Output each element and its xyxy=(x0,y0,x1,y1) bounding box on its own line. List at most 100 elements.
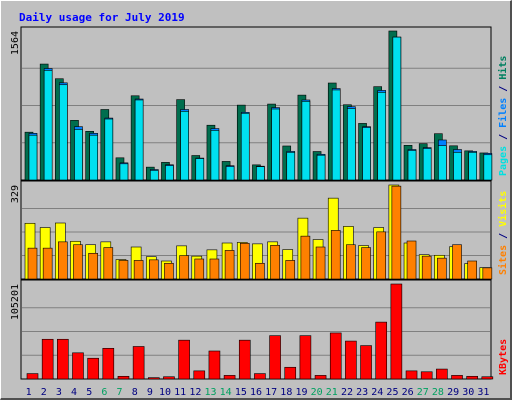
bar-kbytes-day-29 xyxy=(451,375,463,380)
panel-1-legend: Pages / Files / Hits xyxy=(497,56,509,176)
day-label-11: 11 xyxy=(174,387,186,398)
bar-sites-day-17 xyxy=(270,244,280,280)
bar-sites-day-10 xyxy=(164,262,174,280)
day-label-16: 16 xyxy=(250,387,262,398)
bar-sites-day-25 xyxy=(391,185,402,280)
panel-3-legend: KBytes xyxy=(498,339,509,375)
bar-sites-day-31 xyxy=(482,267,493,280)
panel-3-ymax: 105201 xyxy=(10,284,21,320)
bar-pages-day-25 xyxy=(392,36,402,181)
day-label-1: 1 xyxy=(26,387,32,398)
bar-pages-day-13 xyxy=(210,130,220,181)
bar-kbytes-day-26 xyxy=(405,370,418,380)
panel-1-ymax: 1564 xyxy=(10,31,21,55)
bar-pages-day-16 xyxy=(256,166,265,181)
bar-sites-day-19 xyxy=(300,235,311,280)
day-label-12: 12 xyxy=(189,387,201,398)
panel-2-ymax: 329 xyxy=(10,185,21,203)
bar-sites-day-20 xyxy=(315,246,326,280)
bar-pages-day-31 xyxy=(483,154,493,181)
bar-pages-day-2 xyxy=(43,70,53,181)
day-label-30: 30 xyxy=(462,387,474,398)
bar-kbytes-day-16 xyxy=(254,373,266,380)
bar-sites-day-14 xyxy=(224,250,235,280)
day-label-31: 31 xyxy=(477,387,489,398)
day-label-20: 20 xyxy=(311,387,323,398)
day-label-29: 29 xyxy=(447,387,459,398)
bar-kbytes-day-23 xyxy=(360,345,372,380)
bar-pages-day-11 xyxy=(180,111,189,181)
day-label-5: 5 xyxy=(86,387,92,398)
legend--: / xyxy=(498,80,509,98)
bar-sites-day-12 xyxy=(194,258,205,280)
bar-sites-day-29 xyxy=(452,244,462,280)
bar-pages-day-8 xyxy=(134,99,144,181)
bar-sites-day-13 xyxy=(209,258,220,280)
legend-files: Files xyxy=(497,98,509,128)
bar-kbytes-day-22 xyxy=(345,340,357,380)
bar-sites-day-27 xyxy=(421,255,432,280)
day-label-9: 9 xyxy=(147,387,153,398)
bar-pages-day-26 xyxy=(407,150,417,181)
bar-kbytes-day-19 xyxy=(299,335,312,380)
bar-kbytes-day-24 xyxy=(375,321,388,380)
day-label-15: 15 xyxy=(235,387,247,398)
bar-sites-day-5 xyxy=(88,252,98,280)
bar-pages-day-19 xyxy=(301,101,311,181)
day-label-10: 10 xyxy=(159,387,171,398)
bar-pages-day-17 xyxy=(271,108,280,181)
bar-pages-day-21 xyxy=(331,89,341,181)
day-label-6: 6 xyxy=(101,387,107,398)
bar-kbytes-day-7 xyxy=(117,375,130,380)
bar-pages-day-1 xyxy=(28,134,38,181)
bar-kbytes-day-27 xyxy=(420,371,433,380)
day-label-3: 3 xyxy=(56,387,62,398)
panel-2-legend: Sites / Visits xyxy=(497,191,509,275)
legend--: / xyxy=(498,227,509,245)
bar-pages-day-3 xyxy=(59,84,68,181)
day-label-2: 2 xyxy=(41,387,47,398)
bar-pages-day-20 xyxy=(316,154,326,181)
bar-kbytes-day-3 xyxy=(57,338,69,380)
bar-kbytes-day-18 xyxy=(284,366,297,380)
day-label-22: 22 xyxy=(341,387,353,398)
bar-sites-day-21 xyxy=(330,230,341,280)
bar-kbytes-day-17 xyxy=(269,335,281,380)
bar-pages-day-28 xyxy=(438,145,447,181)
legend-visits: Visits xyxy=(497,191,509,227)
bar-kbytes-day-2 xyxy=(41,338,54,380)
bar-sites-day-22 xyxy=(346,244,356,280)
legend--: / xyxy=(498,128,509,146)
bar-sites-day-16 xyxy=(255,262,265,280)
day-label-18: 18 xyxy=(280,387,292,398)
bar-pages-day-24 xyxy=(377,92,387,181)
bar-sites-day-1 xyxy=(27,247,38,280)
bar-pages-day-22 xyxy=(347,108,356,181)
bar-kbytes-day-12 xyxy=(193,370,206,380)
bar-pages-day-30 xyxy=(468,152,477,181)
legend-hits: Hits xyxy=(497,56,509,80)
bar-kbytes-day-14 xyxy=(223,375,236,380)
bar-pages-day-18 xyxy=(286,152,296,181)
bar-kbytes-day-30 xyxy=(466,375,478,380)
bar-sites-day-3 xyxy=(58,241,68,280)
bar-sites-day-26 xyxy=(406,240,417,280)
day-label-28: 28 xyxy=(432,387,444,398)
bar-kbytes-day-5 xyxy=(87,357,99,380)
legend-pages: Pages xyxy=(498,146,509,176)
bar-kbytes-day-6 xyxy=(102,347,115,380)
bar-pages-day-15 xyxy=(240,113,250,181)
bar-kbytes-day-9 xyxy=(147,377,160,380)
bar-kbytes-day-28 xyxy=(436,368,448,380)
bar-pages-day-12 xyxy=(195,158,205,181)
bar-pages-day-7 xyxy=(119,163,129,181)
bar-pages-day-6 xyxy=(104,118,114,181)
day-label-21: 21 xyxy=(326,387,338,398)
bar-sites-day-15 xyxy=(239,242,250,280)
bar-kbytes-day-4 xyxy=(72,352,84,380)
bar-pages-day-29 xyxy=(453,152,462,181)
bar-sites-day-6 xyxy=(103,247,114,280)
bar-sites-day-18 xyxy=(285,260,296,280)
